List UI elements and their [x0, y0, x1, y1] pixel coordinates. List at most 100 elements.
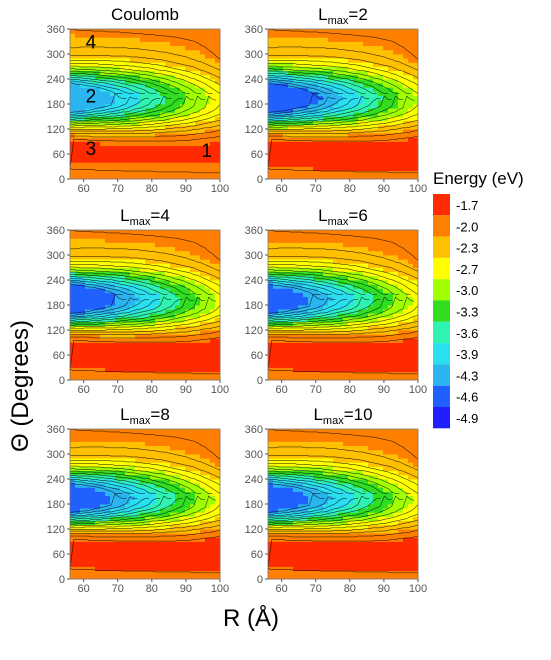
- heat-cell: [100, 367, 106, 373]
- heat-cell: [288, 162, 294, 167]
- heat-cell: [403, 41, 409, 47]
- heat-cell: [388, 309, 394, 314]
- heat-cell: [413, 350, 419, 356]
- heat-cell: [403, 296, 409, 302]
- heat-cell: [298, 99, 304, 105]
- heat-cell: [338, 141, 344, 147]
- heat-cell: [90, 292, 96, 298]
- contour-line: [268, 296, 392, 325]
- heat-cell: [175, 309, 181, 314]
- heat-cell: [70, 350, 76, 356]
- heat-cell: [363, 45, 369, 51]
- heat-cell: [115, 342, 121, 348]
- heat-cell: [408, 363, 414, 368]
- heat-cell: [313, 83, 319, 88]
- heat-cell: [268, 91, 274, 97]
- heat-cell: [100, 284, 106, 289]
- heat-cell: [215, 267, 221, 273]
- heat-cell: [333, 91, 339, 97]
- heat-cell: [348, 141, 354, 147]
- heat-cell: [210, 313, 216, 318]
- heat-cell: [303, 238, 309, 243]
- heat-cell: [180, 74, 186, 80]
- heat-cell: [115, 280, 121, 285]
- heat-cell: [308, 259, 314, 264]
- heat-cell: [155, 334, 161, 339]
- heat-cell: [368, 62, 374, 67]
- heat-cell: [130, 363, 136, 368]
- heat-cell: [215, 129, 221, 134]
- heat-cell: [210, 275, 216, 281]
- heat-cell: [393, 54, 399, 59]
- heat-cell: [135, 355, 141, 360]
- heat-cell: [398, 263, 404, 268]
- heat-cell: [150, 288, 156, 293]
- heat-cell: [303, 338, 309, 343]
- heat-cell: [75, 309, 81, 314]
- heat-cell: [308, 70, 314, 76]
- heat-cell: [378, 112, 384, 117]
- heat-cell: [303, 367, 309, 373]
- heat-cell: [348, 87, 354, 92]
- heat-cell: [140, 367, 146, 373]
- heat-cell: [85, 437, 91, 442]
- heat-cell: [268, 296, 274, 302]
- heat-cell: [278, 305, 284, 310]
- heat-cell: [175, 338, 181, 343]
- heat-cell: [135, 230, 141, 235]
- heat-cell: [140, 108, 146, 113]
- heat-cell: [85, 504, 91, 509]
- heat-cell: [313, 79, 319, 84]
- heat-cell: [95, 504, 101, 509]
- heat-cell: [313, 99, 319, 105]
- heat-cell: [190, 363, 196, 368]
- heat-cell: [293, 346, 299, 352]
- heat-cell: [318, 33, 324, 38]
- heat-cell: [120, 558, 126, 563]
- heat-cell: [343, 104, 349, 109]
- heat-cell: [110, 95, 116, 101]
- heat-cell: [338, 271, 344, 277]
- heat-cell: [383, 305, 389, 310]
- heat-cell: [383, 363, 389, 368]
- heat-cell: [348, 338, 354, 343]
- heat-cell: [408, 359, 414, 364]
- heat-cell: [278, 267, 284, 273]
- heat-cell: [378, 359, 384, 364]
- heat-cell: [413, 162, 419, 167]
- heat-cell: [200, 342, 206, 348]
- heat-cell: [165, 275, 171, 281]
- heat-cell: [308, 371, 314, 377]
- heat-cell: [135, 141, 141, 147]
- heat-cell: [398, 54, 404, 59]
- heat-cell: [110, 238, 116, 243]
- heat-cell: [388, 62, 394, 67]
- heat-cell: [393, 112, 399, 117]
- heat-cell: [160, 104, 166, 109]
- heat-cell: [75, 429, 81, 434]
- heat-cell: [313, 62, 319, 67]
- heat-cell: [273, 284, 279, 289]
- heat-cell: [80, 108, 86, 113]
- heat-cell: [135, 104, 141, 109]
- heat-cell: [293, 112, 299, 117]
- heat-cell: [145, 250, 151, 256]
- heat-cell: [398, 108, 404, 113]
- heat-cell: [115, 533, 121, 538]
- heat-cell: [308, 112, 314, 117]
- heat-cell: [388, 33, 394, 38]
- heat-cell: [298, 346, 304, 352]
- heat-cell: [413, 292, 419, 298]
- heat-cell: [70, 141, 76, 147]
- heat-cell: [298, 104, 304, 109]
- heat-cell: [303, 255, 309, 260]
- heat-cell: [328, 334, 334, 339]
- heat-cell: [80, 267, 86, 273]
- heat-cell: [195, 33, 201, 38]
- heat-cell: [358, 238, 364, 243]
- heat-cell: [283, 271, 289, 277]
- heat-cell: [90, 499, 96, 505]
- heat-cell: [165, 54, 171, 59]
- heat-cell: [273, 359, 279, 364]
- heat-cell: [268, 74, 274, 80]
